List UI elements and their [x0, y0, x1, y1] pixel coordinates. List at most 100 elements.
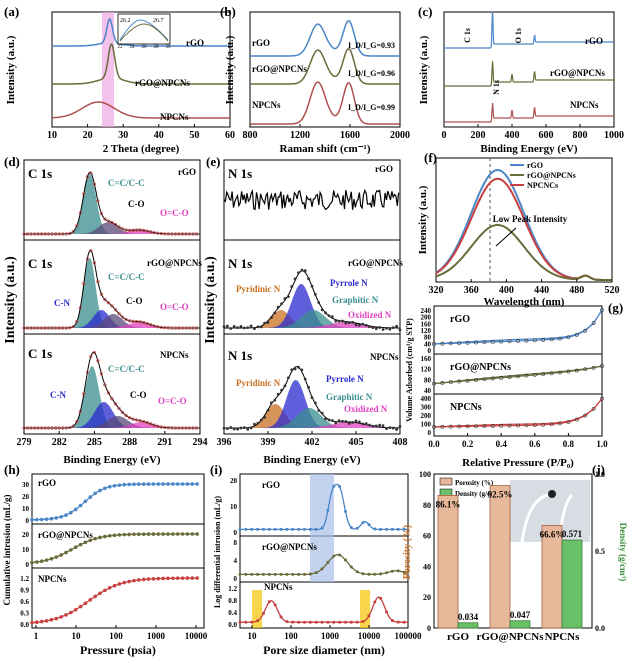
isotherm-point [432, 424, 436, 429]
n1s-data-point [395, 324, 399, 328]
intrusion-point [93, 536, 97, 541]
n1s-data-point [324, 417, 327, 421]
intrusion-point [122, 532, 127, 537]
xps-fit-component [24, 402, 200, 428]
n1s-data-point [259, 325, 263, 329]
log-diff-point [367, 572, 371, 576]
pl-line-rgo-npcns [435, 224, 612, 281]
isotherm-point [474, 378, 478, 382]
isotherm-point [507, 423, 512, 428]
n1s-fit-component [224, 310, 400, 328]
intrusion-point [175, 576, 180, 580]
panel-g: (g) rGO rGO@NPCNs NPCNs 0408012016020024… [405, 300, 623, 469]
h-y1-tick-label: 0 [26, 561, 30, 569]
intrusion-point [112, 583, 117, 588]
isotherm-point [448, 341, 453, 346]
log-diff-point [244, 572, 248, 576]
d1-comp-oco: O=C-O [160, 208, 189, 218]
raman-line-rgo [250, 20, 400, 57]
legend-j: Porosity (%) Density (g/cm³) [439, 477, 501, 498]
intrusion-point [137, 532, 141, 537]
y-axis-label-g: Volume Adsorbed (cm³/g STP) [405, 318, 414, 422]
xps-data-point [138, 419, 142, 423]
y-axis-label-j: Porosity (%) [402, 525, 413, 580]
h-y2-tick-label: 0.3 [20, 610, 29, 618]
h-y2-tick-label: 0.0 [20, 621, 29, 629]
g-y2-tick-label: 400 [421, 395, 432, 403]
n1s-data-point [361, 322, 365, 326]
n1s-data-point [317, 301, 321, 304]
xps-data-point [194, 426, 199, 430]
xps-data-point [110, 304, 114, 308]
log-diff-point [320, 567, 324, 571]
xps-data-point [131, 319, 135, 323]
intrusion-line [31, 483, 198, 521]
raman-label-npcns: NPCNs [252, 100, 281, 110]
xps-data-point [152, 423, 156, 427]
h-y1-tick-label: 10 [22, 546, 30, 554]
n1s-data-point [327, 418, 331, 422]
n1s-data-point [364, 323, 368, 327]
y2-axis-label-j: Density (g/cm³) [618, 523, 628, 581]
f-x-tick-label: 520 [605, 285, 620, 296]
intrusion-point [127, 482, 131, 487]
xps-data-point [194, 326, 199, 330]
intrusion-point [103, 588, 107, 593]
log-diff-point [402, 570, 406, 574]
n1s-data-point [249, 426, 253, 430]
panel-label-c: (c) [418, 4, 432, 19]
axes-frame-b [249, 11, 401, 128]
panel-e: (e) N 1s rGO N 1s rGO@NPCNs Pyrrole N Py… [203, 154, 408, 466]
n1s-data-point [303, 269, 307, 273]
inset-line-1 [119, 19, 169, 41]
isotherm-point [574, 333, 579, 337]
log-diff-point [279, 527, 283, 531]
log-diff-point [314, 527, 318, 531]
xps-data-point [47, 326, 51, 330]
intrusion-point [112, 483, 117, 488]
n1s-data-point [276, 305, 280, 309]
intrusion-point [107, 533, 112, 538]
intrusion-point [190, 482, 195, 486]
g-y0-tick-label: 160 [421, 320, 432, 328]
a-x-tick-label: 30 [118, 130, 128, 141]
n1s-data-point [297, 271, 300, 275]
inset-line-2 [119, 23, 169, 42]
xps-data-point [117, 312, 121, 316]
xps-data-point [92, 350, 96, 355]
category-label: NPCNs [545, 631, 581, 643]
xps-fit-component [24, 222, 200, 234]
xps-data-point [138, 228, 142, 232]
log-diff-point [250, 527, 254, 531]
peak-label-o1s: O 1s [514, 28, 523, 43]
panel-f: (f) rGO rGO@NPCNs NPCNCs Low Peak Intens… [417, 150, 620, 308]
x-axis-label-f: Wavelength (nm) [484, 296, 565, 308]
isotherm-point [574, 417, 579, 422]
isotherm-point [465, 378, 470, 383]
bar-label-density: 0.034 [458, 612, 479, 622]
j-y-tick-label: 80 [423, 501, 431, 510]
n1s-data-point [388, 327, 392, 331]
n1s-data-point [385, 326, 388, 330]
n1s-data-point [371, 424, 375, 428]
log-diff-point [302, 620, 306, 624]
n1s-data-point [236, 326, 239, 330]
i-y1-tick-label: 8 [234, 539, 238, 547]
n1s-data-point [293, 367, 297, 371]
intrusion-point [117, 582, 122, 586]
isotherm-point [499, 423, 504, 428]
intrusion-point [161, 532, 165, 536]
d-x-tick-label: 291 [157, 437, 172, 448]
intrusion-point [112, 533, 117, 538]
h-x-tick-label: 1000 [147, 631, 166, 641]
i-x-tick-label: 1000 [321, 631, 340, 641]
b-x-tick-label: 800 [243, 130, 258, 141]
intrusion-point [175, 482, 180, 486]
a-x-tick-label: 20 [83, 130, 93, 141]
series-label-rgo-npcns: rGO@NPCNs [135, 78, 190, 88]
xps-data-point [180, 232, 184, 236]
intrusion-point [107, 484, 112, 489]
xps-data-point [173, 232, 177, 236]
isotherm-point [490, 376, 495, 381]
xps-data-point [170, 426, 174, 430]
